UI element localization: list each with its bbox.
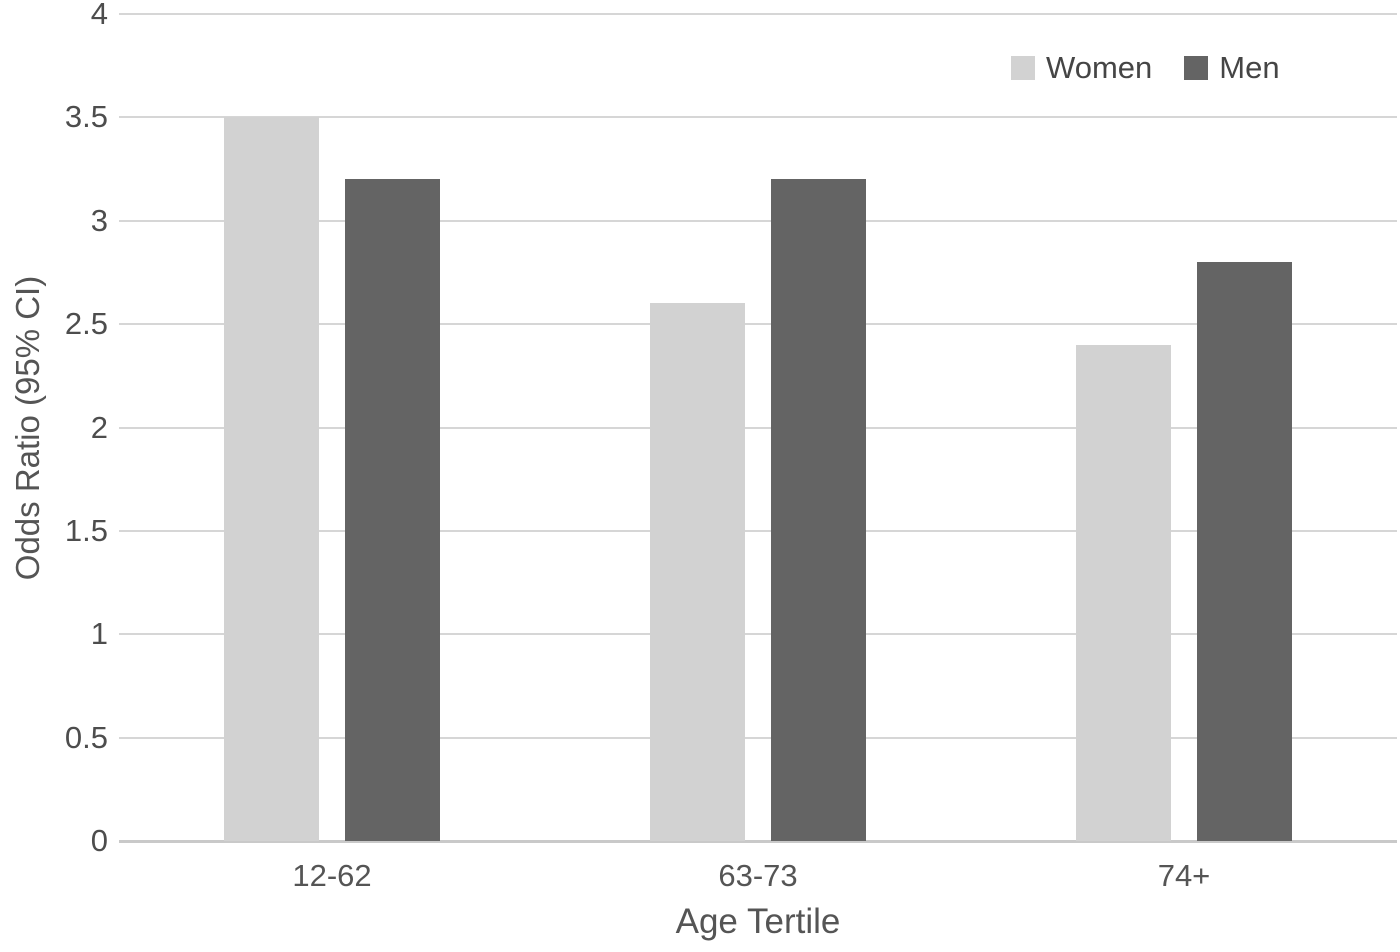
y-tick-label: 2.5 — [64, 306, 108, 342]
bar-group-63-73 — [545, 14, 971, 841]
x-category-labels: 12-62 63-73 74+ — [119, 858, 1397, 894]
bar-men-12-62 — [345, 179, 440, 841]
y-gridline — [119, 426, 1397, 429]
y-gridline — [119, 13, 1397, 15]
y-tick-label: 4 — [90, 0, 108, 31]
legend-swatch-men — [1184, 55, 1209, 80]
legend-label-men: Men — [1219, 50, 1280, 85]
legend: Women Men — [1011, 52, 1280, 83]
bar-women-74+ — [1076, 344, 1171, 841]
y-tick-label: 2 — [90, 409, 108, 445]
bar-women-63-73 — [650, 303, 745, 841]
legend-item-men: Men — [1184, 50, 1280, 85]
bar-women-12-62 — [224, 117, 319, 841]
x-category-label-63-73: 63-73 — [718, 858, 798, 893]
plot-area — [119, 13, 1397, 843]
y-gridline — [119, 323, 1397, 326]
legend-swatch-women — [1011, 55, 1035, 80]
x-axis-title: Age Tertile — [675, 902, 841, 941]
bar-groups — [119, 14, 1397, 841]
y-tick-label: 0.5 — [64, 719, 108, 755]
y-tick-label: 3.5 — [64, 99, 108, 135]
legend-label-women: Women — [1046, 50, 1153, 85]
y-gridline — [119, 219, 1397, 222]
y-tick-label: 1.5 — [64, 512, 108, 548]
bar-group-74+ — [971, 14, 1397, 841]
bar-men-63-73 — [771, 179, 866, 841]
y-tick-label: 3 — [90, 202, 108, 238]
y-gridline — [119, 736, 1397, 739]
bar-group-12-62 — [119, 14, 545, 841]
x-category-label-12-62: 12-62 — [292, 858, 372, 893]
y-tick-label: 1 — [90, 616, 108, 652]
legend-item-women: Women — [1011, 52, 1152, 83]
y-tick-label: 0 — [90, 823, 108, 858]
y-gridline — [119, 633, 1397, 636]
bar-men-74+ — [1197, 262, 1292, 841]
x-category-label-74+: 74+ — [1157, 858, 1211, 893]
y-gridline — [119, 116, 1397, 119]
x-axis-line — [119, 840, 1397, 843]
y-gridline — [119, 529, 1397, 532]
